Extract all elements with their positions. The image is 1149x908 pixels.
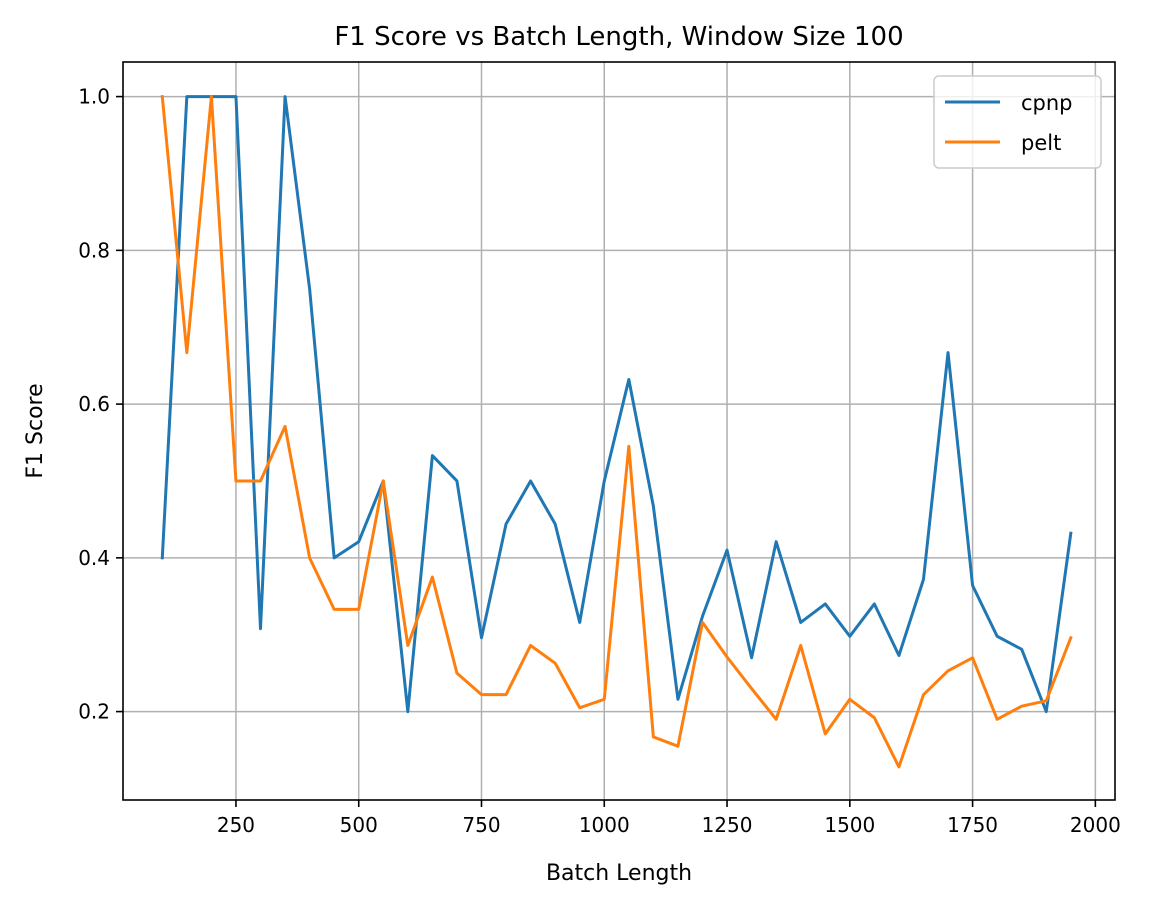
legend-box [933,75,1102,169]
y-axis-label: F1 Score [23,383,48,478]
x-tick-label: 1250 [702,813,753,837]
x-tick-label: 250 [217,813,255,837]
y-tick-label: 0.6 [78,392,110,416]
x-tick-label: 750 [462,813,500,837]
legend-label-pelt: pelt [1021,131,1061,155]
x-axis-label: Batch Length [546,861,692,886]
legend-label-cpnp: cpnp [1021,91,1073,115]
x-tick-label: 500 [340,813,378,837]
series-lines [160,94,1073,769]
series-line-cpnp [160,95,1073,714]
x-axis-ticks: 250 500 750 1000 1250 1500 1750 2000 [217,800,1121,837]
x-tick-label: 1500 [824,813,875,837]
y-tick-label: 0.4 [78,546,110,570]
y-tick-label: 1.0 [78,85,110,109]
x-tick-label: 2000 [1070,813,1121,837]
legend: cpnp pelt [933,75,1102,169]
y-tick-label: 0.8 [78,238,110,262]
x-tick-label: 1000 [579,813,630,837]
y-tick-label: 0.2 [78,700,110,724]
chart-title: F1 Score vs Batch Length, Window Size 10… [334,22,903,52]
plot-area-frame [122,61,1116,801]
y-axis-ticks: 0.2 0.4 0.6 0.8 1.0 [78,85,123,724]
x-tick-label: 1750 [947,813,998,837]
series-line-pelt [160,94,1073,769]
